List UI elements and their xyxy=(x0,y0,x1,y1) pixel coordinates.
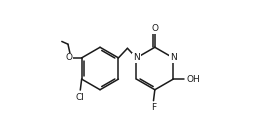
Text: OH: OH xyxy=(186,75,200,84)
Text: N: N xyxy=(133,53,140,62)
Text: F: F xyxy=(151,103,156,112)
Text: Cl: Cl xyxy=(76,93,85,102)
Text: O: O xyxy=(151,24,158,33)
Text: O: O xyxy=(65,53,72,62)
Text: N: N xyxy=(170,53,177,62)
